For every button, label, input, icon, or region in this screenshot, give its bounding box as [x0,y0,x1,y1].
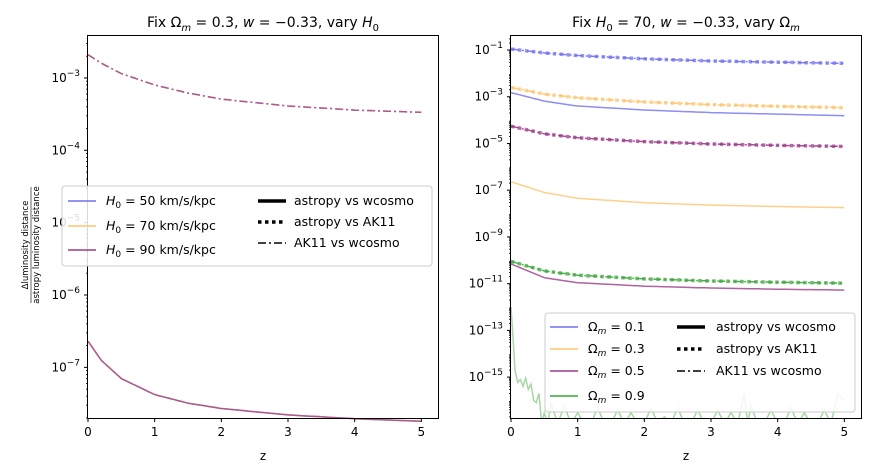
series-2-ak11-vs-wcosmo-line [87,54,422,114]
series-0-ak11-vs-wcosmo-line [87,54,422,114]
legend-label-h50: H0 = 50 km/s/kpc [106,193,216,211]
y-tick-label: 10−9 [474,228,503,244]
series-0-ak11-vs-wcosmo-line [511,48,845,65]
x-tick-label: 0 [507,425,515,439]
x-tick-label: 4 [774,425,782,439]
x-tick-label: 5 [418,425,426,439]
legend-label-om03: Ωm = 0.3 [588,341,645,359]
y-tick-label: 10−3 [51,69,80,85]
left-x-axis-label: z [260,449,266,463]
right-x-axis-label: z [683,449,689,463]
left-y-axis-label: Δluminosity distance astropy luminosity … [21,186,42,303]
svg-text:astropy luminosity distance: astropy luminosity distance [32,186,42,303]
y-tick-label: 10−6 [51,286,80,302]
series-2-astropy-vs-wcosmo-line [87,340,422,422]
x-tick-label: 2 [641,425,649,439]
series-1-astropy-vs-ak11-line [511,85,845,110]
legend-label-om09: Ωm = 0.9 [588,388,645,406]
y-tick-label: 10−3 [474,88,503,104]
x-tick-label: 1 [151,425,159,439]
x-tick-label: 1 [574,425,582,439]
series-0-astropy-vs-ak11-line [511,47,845,66]
right-legend: Ωm = 0.1 Ωm = 0.3 Ωm = 0.5 Ωm = 0.9 astr… [544,312,856,413]
right-title: Fix H0 = 70, w = −0.33, vary Ωm [572,15,800,34]
y-tick-label: 10−7 [51,358,80,374]
legend-label-ak11-wcosmo: AK11 vs wcosmo [716,363,822,378]
y-tick-label: 10−5 [474,134,503,150]
series-2-ak11-vs-wcosmo-line [511,125,845,148]
left-panel: Fix Ωm = 0.3, w = −0.33, vary H0 0 1 2 3 4 5 1… [21,15,439,463]
x-tick-label: 3 [707,425,715,439]
x-tick-label: 5 [841,425,849,439]
y-tick-label: 10−4 [51,141,80,157]
legend-label-astropy-ak11: astropy vs AK11 [716,341,817,356]
series-3-ak11-vs-wcosmo-line [511,260,845,284]
series-0-astropy-vs-wcosmo-line [511,91,845,117]
y-tick-label: 10−7 [474,181,503,197]
left-title: Fix Ωm = 0.3, w = −0.33, vary H0 [147,15,379,34]
series-1-astropy-vs-wcosmo-line [87,340,422,422]
right-plot-frame [510,35,862,419]
x-tick-label: 2 [218,425,226,439]
series-1-ak11-vs-wcosmo-line [87,54,422,114]
left-legend: H0 = 50 km/s/kpc H0 = 70 km/s/kpc H0 = 9… [61,185,433,267]
legend-label-om01: Ωm = 0.1 [588,319,645,337]
legend-label-astropy-wcosmo: astropy vs wcosmo [716,319,836,334]
series-1-astropy-vs-wcosmo-line [511,181,845,209]
series-2-astropy-vs-wcosmo-line [511,263,845,291]
series-1-ak11-vs-wcosmo-line [511,86,845,109]
y-tick-label: 10−13 [469,321,503,337]
y-tick-label: 10−11 [469,275,503,291]
legend-label-astropy-wcosmo: astropy vs wcosmo [294,193,414,208]
x-tick-label: 3 [284,425,292,439]
legend-label-om05: Ωm = 0.5 [588,363,645,381]
right-panel: Fix H0 = 70, w = −0.33, vary Ωm 0 1 2 3 4 5 10… [469,15,862,463]
series-0-astropy-vs-wcosmo-line [87,340,422,422]
legend-label-astropy-ak11: astropy vs AK11 [294,214,395,229]
legend-label-ak11-wcosmo: AK11 vs wcosmo [294,235,400,250]
y-tick-label: 10−15 [469,368,503,384]
x-tick-label: 4 [351,425,359,439]
legend-label-h90: H0 = 90 km/s/kpc [106,242,216,260]
y-tick-label: 10−1 [474,41,503,57]
x-tick-label: 0 [84,425,92,439]
svg-text:Δluminosity distance: Δluminosity distance [21,201,31,290]
legend-label-h70: H0 = 70 km/s/kpc [106,218,216,236]
